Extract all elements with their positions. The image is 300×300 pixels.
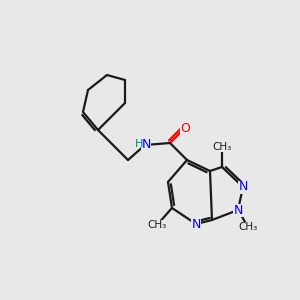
Text: N: N <box>238 181 248 194</box>
Text: CH₃: CH₃ <box>212 142 232 152</box>
Text: N: N <box>191 218 201 230</box>
Text: CH₃: CH₃ <box>238 222 258 232</box>
Text: N: N <box>141 139 151 152</box>
Text: CH₃: CH₃ <box>147 220 167 230</box>
Text: H: H <box>135 139 143 149</box>
Text: O: O <box>180 122 190 134</box>
Text: N: N <box>233 203 243 217</box>
